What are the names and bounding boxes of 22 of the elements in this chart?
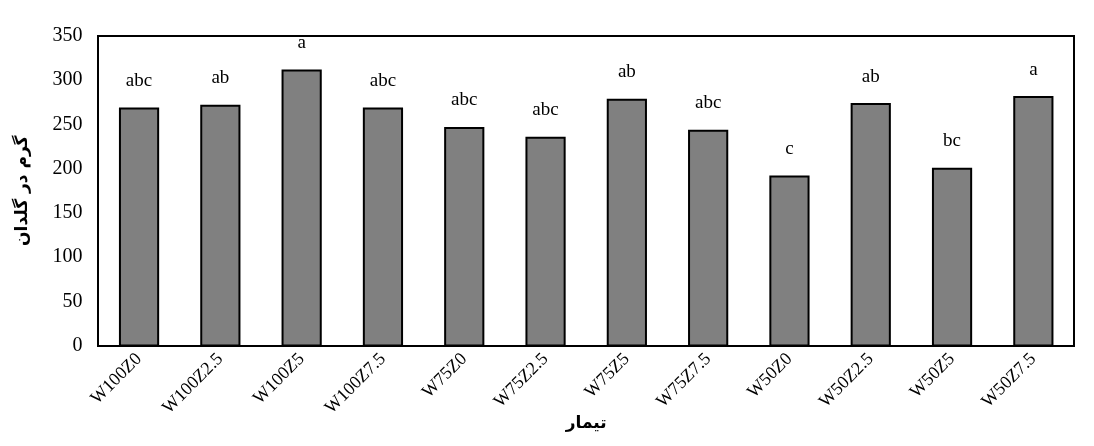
y-tick-label: 200 (52, 155, 83, 178)
data-label: ab (617, 60, 636, 82)
data-label: abc (451, 88, 478, 110)
y-tick-label: 100 (52, 244, 83, 267)
data-label: ab (861, 64, 880, 86)
data-label: ab (211, 66, 230, 88)
data-label: abc (369, 69, 397, 90)
data-label: a (297, 30, 307, 52)
y-tick-label: 350 (52, 23, 83, 46)
y-tick-label: 0 (72, 332, 83, 355)
data-label: abc (532, 98, 559, 120)
y-tick-label: 50 (62, 288, 83, 311)
data-label: abc (694, 91, 722, 113)
y-tick-label: 300 (52, 67, 83, 90)
x-axis-title: تیمار (564, 412, 607, 433)
data-label: bc (943, 129, 962, 151)
y-tick-label: 150 (52, 200, 83, 223)
data-label: c (785, 137, 794, 159)
y-axis-title: گرم در گلدان (10, 135, 32, 246)
data-label: a (1029, 57, 1039, 79)
y-tick-label: 250 (52, 111, 83, 134)
data-label: abc (125, 69, 153, 90)
